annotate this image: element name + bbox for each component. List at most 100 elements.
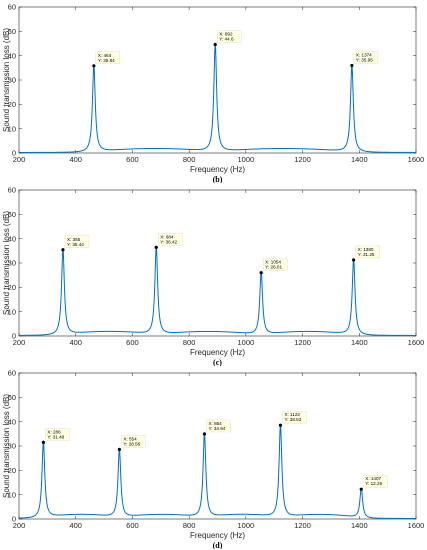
data-tip-x: X: 892 [219, 31, 233, 36]
y-tick-label: 30 [8, 442, 16, 451]
x-tick-label: 1200 [294, 338, 311, 347]
x-tick-label: 1600 [408, 338, 425, 347]
y-tick-label: 10 [8, 490, 16, 499]
y-tick-label: 0 [12, 515, 16, 524]
y-tick-label: 0 [12, 332, 16, 341]
peak-marker[interactable] [117, 447, 121, 452]
y-tick-label: 50 [8, 27, 16, 36]
x-tick-label: 200 [13, 521, 26, 530]
data-tip-box [217, 30, 242, 43]
peak-marker[interactable] [61, 248, 65, 252]
data-tip-x: X: 1054 [265, 260, 281, 265]
data-tip-y: Y: 34.94 [208, 426, 225, 431]
data-tip-y: Y: 35.44 [67, 242, 84, 247]
x-tick-label: 1600 [408, 521, 425, 530]
data-tip-x: X: 355 [67, 237, 81, 242]
peak-marker[interactable] [154, 245, 158, 249]
data-tip-box [263, 258, 288, 271]
y-tick-label: 60 [8, 369, 16, 378]
x-tick-label: 1400 [351, 521, 368, 530]
peak-marker[interactable] [350, 63, 354, 68]
data-tip-x: X: 1374 [356, 53, 372, 58]
plot-area [18, 6, 417, 154]
data-tip-x: X: 684 [160, 234, 174, 239]
peak-marker[interactable] [352, 258, 356, 262]
data-tip-box [158, 233, 183, 246]
y-tick-label: 30 [8, 76, 16, 85]
data-tip-box [95, 51, 121, 64]
y-tick-label: 60 [8, 3, 16, 12]
y-tick-label: 40 [8, 234, 16, 243]
x-axis-label: Frequency (Hz) [190, 348, 245, 357]
y-tick-label: 20 [8, 466, 16, 475]
x-tick-label: 800 [183, 521, 196, 530]
x-tick-label: 1200 [294, 521, 311, 530]
data-tip-y: Y: 44.6 [219, 36, 234, 41]
peak-marker[interactable] [202, 432, 207, 436]
data-tip-y: Y: 35.84 [98, 58, 115, 63]
y-tick-label: 10 [8, 307, 16, 316]
y-tick-label: 40 [8, 51, 16, 60]
data-tip-y: Y: 31.48 [47, 434, 64, 439]
data-tip-box [353, 51, 379, 64]
stl-curve [18, 246, 416, 336]
data-tip-y: Y: 38.53 [284, 417, 301, 422]
x-axis-label: Frequency (Hz) [190, 165, 245, 174]
data-tip-x: X: 1380 [358, 247, 374, 252]
data-tip-x: X: 464 [98, 53, 112, 58]
y-tick-label: 20 [8, 100, 16, 109]
peak-marker[interactable] [259, 271, 263, 275]
chart-panel-b: 200 400 600 800 1000 1200 1400 1600 0 10 20 30 40 50 6… [0, 0, 427, 183]
x-tick-label: 600 [126, 521, 139, 530]
x-tick-label: 1000 [238, 155, 255, 164]
x-tick-label: 1400 [351, 338, 368, 347]
y-tick-label: 50 [8, 393, 16, 402]
x-tick-label: 600 [126, 338, 139, 347]
peak-marker[interactable] [41, 440, 45, 444]
y-axis-label: Sound transmission loss (dB) [2, 211, 11, 315]
data-tip-y: Y: 26.01 [265, 265, 282, 270]
peak-marker[interactable] [92, 64, 96, 68]
peak-marker[interactable] [278, 423, 283, 427]
x-tick-label: 400 [69, 338, 82, 347]
x-tick-label: 200 [13, 338, 26, 347]
data-tip-x: X: 1407 [365, 476, 381, 481]
x-tick-label: 1600 [408, 155, 425, 164]
x-tick-label: 1000 [238, 338, 255, 347]
data-tip-x: X: 1122 [284, 412, 300, 417]
x-tick-label: 400 [69, 521, 82, 530]
data-tip-y: Y: 35.95 [356, 58, 373, 63]
x-tick-label: 400 [69, 155, 82, 164]
y-tick-label: 40 [8, 417, 16, 426]
data-tip-box [206, 419, 231, 433]
data-tip-box [363, 475, 388, 488]
y-tick-label: 10 [8, 124, 16, 133]
x-tick-label: 1200 [294, 155, 311, 164]
data-tip-x: X: 854 [208, 421, 222, 426]
x-tick-label: 1000 [238, 521, 255, 530]
stl-curve [19, 424, 416, 519]
chart-panel-d: 200 400 600 800 1000 1200 1400 1600 0 10 20 30 40 50 6… [0, 366, 427, 549]
data-tip-box [121, 435, 146, 448]
y-tick-label: 20 [8, 283, 16, 292]
x-tick-label: 200 [13, 155, 26, 164]
x-tick-label: 800 [183, 338, 196, 347]
data-tip-y: Y: 28.56 [123, 442, 140, 447]
data-tip-box [355, 245, 380, 259]
plot-area [18, 372, 417, 520]
data-tip-y: Y: 12.26 [365, 481, 382, 486]
y-axis-label: Sound transmission loss (dB) [2, 28, 11, 132]
x-axis-label: Frequency (Hz) [190, 531, 245, 540]
stl-curve [19, 43, 416, 153]
peak-marker[interactable] [213, 42, 217, 47]
data-tip-y: Y: 36.42 [160, 239, 177, 244]
plot-area [18, 189, 417, 337]
data-tip-y: Y: 31.25 [358, 252, 375, 257]
y-tick-label: 50 [8, 210, 16, 219]
panel-label: (b) [213, 175, 223, 183]
peak-marker[interactable] [359, 487, 363, 491]
y-tick-label: 60 [8, 186, 16, 195]
chart-panel-c: 200 400 600 800 1000 1200 1400 1600 0 10 20 30 40 50 6… [0, 183, 427, 366]
y-axis-label: Sound transmission loss (dB) [2, 394, 11, 498]
data-tip-box [64, 235, 90, 248]
